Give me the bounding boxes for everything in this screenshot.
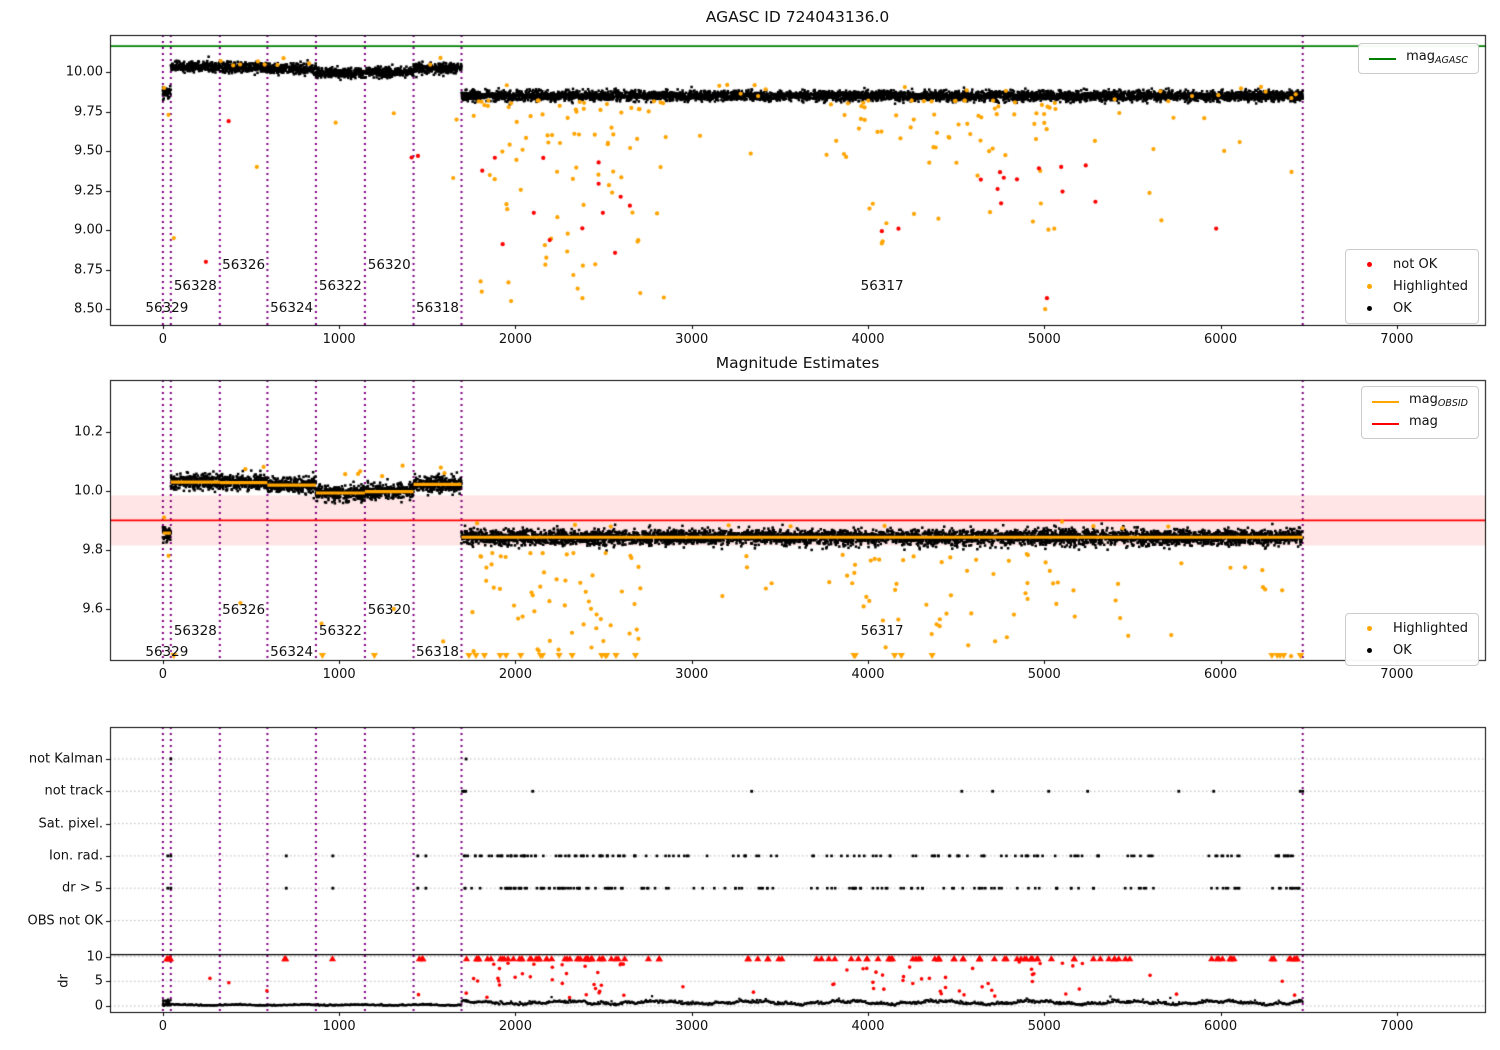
panel3-row-label-2: Sat. pixel. bbox=[38, 816, 103, 832]
panel1-obsid-label-56324: 56324 bbox=[270, 299, 314, 316]
panel2-marker-legend: Highlighted OK bbox=[1345, 613, 1479, 666]
panel1-x-tick-4000: 4000 bbox=[851, 332, 885, 347]
panel2-y-tick-9.6: 9.6 bbox=[82, 601, 103, 617]
legend-row-mag: mag bbox=[1371, 414, 1468, 432]
panel3-dr-axis-label: dr bbox=[56, 974, 72, 989]
panel2-line-legend: magOBSID mag bbox=[1360, 386, 1479, 439]
mag-line-swatch bbox=[1371, 422, 1399, 425]
legend-row-ok-2: OK bbox=[1356, 642, 1468, 659]
not-ok-label: not OK bbox=[1393, 257, 1438, 272]
panel3-x-tick-3000: 3000 bbox=[675, 1019, 709, 1034]
panel2-obsid-label-56318: 56318 bbox=[416, 643, 460, 660]
mag-obsid-line-swatch bbox=[1371, 400, 1399, 403]
legend-row-ok: OK bbox=[1356, 300, 1468, 317]
panel2-y-tick-9.8: 9.8 bbox=[82, 542, 103, 558]
panel1-obsid-label-56326: 56326 bbox=[222, 256, 266, 273]
panel1-y-tick-10: 10.00 bbox=[65, 64, 103, 80]
panel1-x-tick-2000: 2000 bbox=[498, 332, 532, 347]
panel1-y-tick-8.5: 8.50 bbox=[74, 301, 103, 317]
mag-agasc-label: magAGASC bbox=[1406, 49, 1468, 66]
mag-label: mag bbox=[1408, 414, 1438, 429]
panel1-y-tick-9.75: 9.75 bbox=[74, 104, 103, 120]
panel2-title: Magnitude Estimates bbox=[715, 354, 880, 372]
panel3-dr-tick-0: 0 bbox=[94, 998, 103, 1014]
panel2-x-tick-2000: 2000 bbox=[498, 667, 532, 682]
legend-row-mag-obsid: magOBSID bbox=[1371, 392, 1468, 410]
panel3-x-tick-1000: 1000 bbox=[322, 1019, 356, 1034]
panel1-y-tick-9.25: 9.25 bbox=[74, 183, 103, 199]
panel2-x-tick-7000: 7000 bbox=[1380, 667, 1414, 682]
panel3-dr-tick-5: 5 bbox=[94, 973, 103, 989]
legend-row-mag-agasc: magAGASC bbox=[1369, 49, 1468, 67]
panel2-obsid-label-56329: 56329 bbox=[145, 643, 189, 660]
panel1-x-tick-6000: 6000 bbox=[1204, 332, 1238, 347]
panel3-dr-tick-10: 10 bbox=[86, 949, 103, 965]
legend-row-highlighted-2: Highlighted bbox=[1356, 620, 1468, 637]
ok-label-2: OK bbox=[1393, 643, 1412, 658]
panel1-marker-legend: not OK Highlighted OK bbox=[1345, 249, 1479, 324]
panel1-obsid-label-56322: 56322 bbox=[318, 278, 362, 295]
panel2-obsid-label-56328: 56328 bbox=[173, 623, 217, 640]
panel2-x-tick-5000: 5000 bbox=[1027, 667, 1061, 682]
panel1-y-tick-8.75: 8.75 bbox=[74, 262, 103, 278]
panel2-y-tick-10: 10.0 bbox=[74, 483, 103, 499]
panel1-x-tick-7000: 7000 bbox=[1380, 332, 1414, 347]
ok-dot-swatch bbox=[1367, 306, 1373, 311]
panel2-obsid-label-56317: 56317 bbox=[860, 623, 904, 640]
panel3-row-label-0: not Kalman bbox=[28, 751, 103, 767]
panel2-x-tick-4000: 4000 bbox=[851, 667, 885, 682]
highlighted-dot-swatch bbox=[1367, 284, 1373, 289]
legend-row-not-ok: not OK bbox=[1356, 256, 1468, 273]
panel2-x-tick-3000: 3000 bbox=[675, 667, 709, 682]
mag-agasc-line-swatch bbox=[1369, 57, 1397, 60]
panel1-magagasc-legend: magAGASC bbox=[1358, 43, 1479, 74]
mag-obsid-label: magOBSID bbox=[1408, 392, 1468, 409]
panel1-obsid-label-56329: 56329 bbox=[145, 299, 189, 316]
panel1-title: AGASC ID 724043136.0 bbox=[705, 8, 890, 26]
ok-dot-swatch-2 bbox=[1367, 648, 1373, 653]
panel1-obsid-label-56317: 56317 bbox=[860, 278, 904, 295]
panel3-row-label-5: OBS not OK bbox=[27, 913, 104, 928]
panel1-y-tick-9: 9.00 bbox=[74, 222, 103, 238]
panel1-x-tick-3000: 3000 bbox=[675, 332, 709, 347]
panel1-y-tick-9.5: 9.50 bbox=[74, 143, 103, 159]
panel3-x-tick-5000: 5000 bbox=[1027, 1019, 1061, 1034]
legend-row-highlighted: Highlighted bbox=[1356, 278, 1468, 295]
panel2-x-tick-1000: 1000 bbox=[322, 667, 356, 682]
panel3-x-tick-2000: 2000 bbox=[498, 1019, 532, 1034]
panel1-obsid-label-56328: 56328 bbox=[173, 278, 217, 295]
ok-label: OK bbox=[1393, 301, 1412, 316]
panel3-x-tick-7000: 7000 bbox=[1380, 1019, 1414, 1034]
panel1-obsid-label-56320: 56320 bbox=[367, 256, 411, 273]
panel2-obsid-label-56322: 56322 bbox=[318, 623, 362, 640]
not-ok-dot-swatch bbox=[1367, 262, 1373, 267]
panel3-x-tick-6000: 6000 bbox=[1204, 1019, 1238, 1034]
panel2-x-tick-6000: 6000 bbox=[1204, 667, 1238, 682]
panel3-row-label-3: Ion. rad. bbox=[49, 848, 103, 864]
panel3-x-tick-4000: 4000 bbox=[851, 1019, 885, 1034]
panel2-obsid-label-56326: 56326 bbox=[222, 601, 266, 618]
panel2-obsid-label-56324: 56324 bbox=[270, 643, 314, 660]
panel1-x-tick-0: 0 bbox=[158, 332, 168, 347]
panel2-x-tick-0: 0 bbox=[158, 667, 168, 682]
panel2-y-tick-10.2: 10.2 bbox=[74, 424, 103, 440]
panel3-row-label-4: dr > 5 bbox=[61, 880, 103, 896]
panel2-obsid-label-56320: 56320 bbox=[367, 601, 411, 618]
panel1-x-tick-1000: 1000 bbox=[322, 332, 356, 347]
panel1-x-tick-5000: 5000 bbox=[1027, 332, 1061, 347]
highlighted-dot-swatch-2 bbox=[1367, 626, 1373, 631]
panel3-x-tick-0: 0 bbox=[158, 1019, 168, 1034]
highlighted-label: Highlighted bbox=[1393, 279, 1468, 294]
panel1-obsid-label-56318: 56318 bbox=[416, 299, 460, 316]
highlighted-label-2: Highlighted bbox=[1393, 621, 1468, 636]
panel3-row-label-1: not track bbox=[44, 783, 103, 799]
